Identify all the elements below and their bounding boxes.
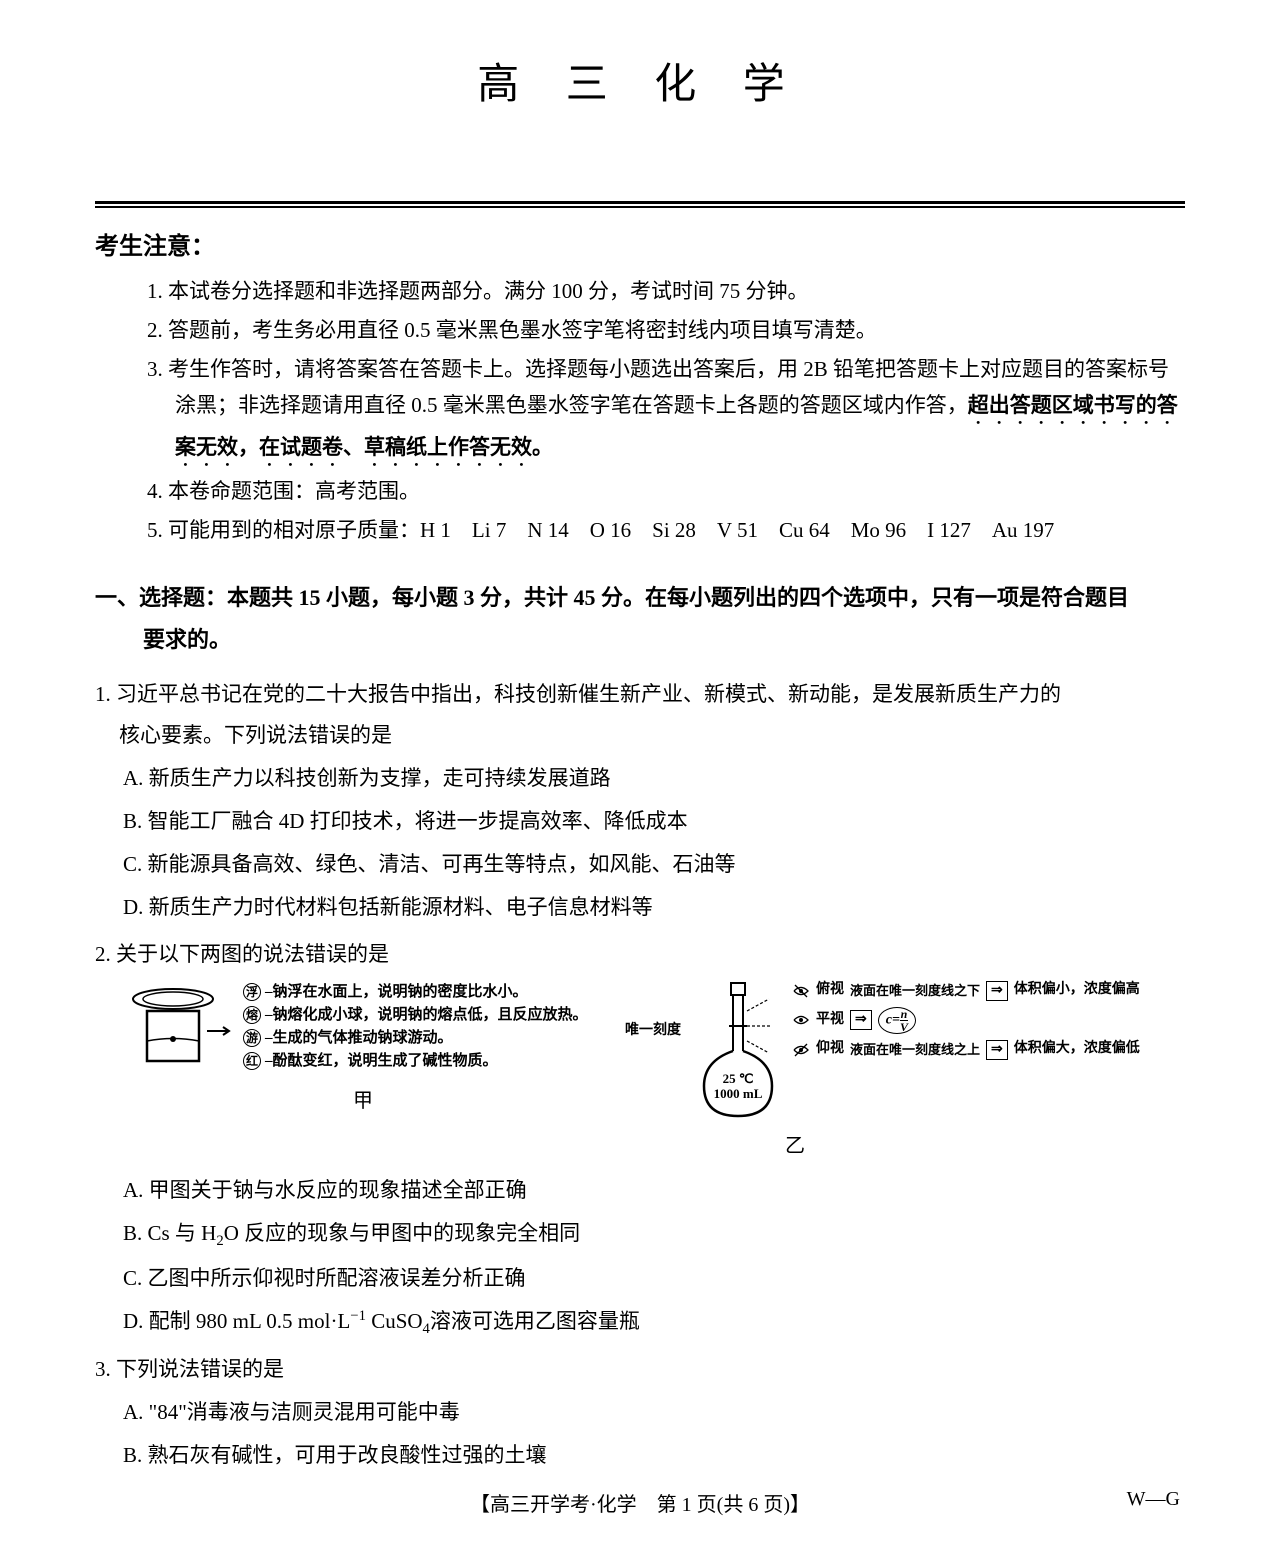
diagram-label: 甲: [123, 1082, 603, 1121]
notice-text: ，: [238, 435, 259, 459]
diagram-text: –钠熔化成小球，说明钠的熔点低，且反应放热。: [265, 1007, 588, 1023]
q-stem: 1. 习近平总书记在党的二十大报告中指出，科技创新催生新产业、新模式、新动能，是…: [95, 674, 1185, 715]
circle-label: 熔: [243, 1006, 261, 1024]
circle-label: 游: [243, 1029, 261, 1047]
notice-list: 1. 本试卷分选择题和非选择题两部分。满分 100 分，考试时间 75 分钟。 …: [95, 273, 1185, 549]
notice-item: 3. 考生作答时，请将答案答在答题卡上。选择题每小题选出答案后，用 2B 铅笔把…: [147, 351, 1185, 472]
question-3: 3. 下列说法错误的是 A. "84"消毒液与洁厕灵混用可能中毒 B. 熟石灰有…: [95, 1349, 1185, 1476]
svg-text:25 ℃: 25 ℃: [723, 1071, 754, 1086]
diagram-text: 唯一刻度: [625, 981, 681, 1041]
circle-label: 红: [243, 1052, 261, 1070]
notice-heading: 考生注意：: [95, 226, 1185, 261]
beaker-icon: [123, 981, 233, 1076]
option-a: A. "84"消毒液与洁厕灵混用可能中毒: [95, 1392, 1185, 1433]
option-a: A. 甲图关于钠与水反应的现象描述全部正确: [95, 1170, 1185, 1211]
option-a: A. 新质生产力以科技创新为支撑，走可持续发展道路: [95, 758, 1185, 799]
option-c: C. 乙图中所示仰视时所配溶液误差分析正确: [95, 1258, 1185, 1299]
diagram-label: 乙: [625, 1127, 1185, 1166]
eye-icon: [792, 982, 810, 1000]
page-title: 高 三 化 学: [95, 50, 1185, 111]
diagram-text: 仰视: [816, 1040, 844, 1059]
diagram-text: 体积偏大，浓度偏低: [1014, 1040, 1140, 1059]
option-b: B. Cs 与 H2O 反应的现象与甲图中的现象完全相同: [95, 1213, 1185, 1256]
option-d: D. 配制 980 mL 0.5 mol·L−1 CuSO4溶液可选用乙图容量瓶: [95, 1301, 1185, 1344]
notice-item: 1. 本试卷分选择题和非选择题两部分。满分 100 分，考试时间 75 分钟。: [147, 273, 1185, 310]
diagram-right: 唯一刻度 25 ℃ 1000 mL: [625, 981, 1185, 1121]
diagram-left: 浮–钠浮在水面上，说明钠的密度比水小。 熔–钠熔化成小球，说明钠的熔点低，且反应…: [123, 981, 603, 1076]
eye-icon: [792, 1041, 810, 1059]
eye-icon: [792, 1011, 810, 1029]
page-footer: 【高三开学考·化学 第 1 页(共 6 页)】 W—G: [0, 1488, 1280, 1517]
q-stem: 核心要素。下列说法错误的是: [95, 715, 1185, 756]
option-b: B. 熟石灰有碱性，可用于改良酸性过强的土壤: [95, 1435, 1185, 1476]
option-c: C. 新能源具备高效、绿色、清洁、可再生等特点，如风能、石油等: [95, 844, 1185, 885]
notice-text: 。: [532, 435, 553, 459]
diagram-text: –钠浮在水面上，说明钠的密度比水小。: [265, 984, 528, 1000]
diagram-text: –酚酞变红，说明生成了碱性物质。: [265, 1053, 498, 1069]
diagram-text: 液面在唯一刻度线之下: [850, 982, 980, 1000]
emphasis-text: 在试题卷、草稿纸上作答无效: [259, 435, 532, 459]
diagram-text: 俯视: [816, 981, 844, 1000]
question-2: 2. 关于以下两图的说法错误的是 浮–钠浮在水面上，说明钠的密度比水小。 熔–钠…: [95, 934, 1185, 1344]
diagram-text: 液面在唯一刻度线之上: [850, 1041, 980, 1059]
question-1: 1. 习近平总书记在党的二十大报告中指出，科技创新催生新产业、新模式、新动能，是…: [95, 674, 1185, 928]
footer-right: W—G: [1060, 1488, 1180, 1517]
q-stem: 3. 下列说法错误的是: [95, 1349, 1185, 1390]
arrow-icon: ⇒: [986, 1040, 1008, 1060]
diagram-text: 体积偏小，浓度偏高: [1014, 981, 1140, 1000]
arrow-icon: ⇒: [986, 981, 1008, 1001]
svg-text:1000 mL: 1000 mL: [714, 1086, 763, 1101]
option-d: D. 新质生产力时代材料包括新能源材料、电子信息材料等: [95, 887, 1185, 928]
arrow-icon: ⇒: [850, 1010, 872, 1030]
diagram-text: 平视: [816, 1011, 844, 1030]
notice-item: 5. 可能用到的相对原子质量：H 1 Li 7 N 14 O 16 Si 28 …: [147, 512, 1185, 549]
q-stem: 2. 关于以下两图的说法错误的是: [95, 934, 1185, 975]
section-heading: 一、选择题：本题共 15 小题，每小题 3 分，共计 45 分。在每小题列出的四…: [95, 577, 1185, 661]
formula: c= n V: [878, 1007, 916, 1034]
notice-item: 4. 本卷命题范围：高考范围。: [147, 473, 1185, 510]
diagram-row: 浮–钠浮在水面上，说明钠的密度比水小。 熔–钠熔化成小球，说明钠的熔点低，且反应…: [123, 981, 1185, 1166]
option-b: B. 智能工厂融合 4D 打印技术，将进一步提高效率、降低成本: [95, 801, 1185, 842]
footer-center: 【高三开学考·化学 第 1 页(共 6 页)】: [220, 1488, 1060, 1517]
section-line: 要求的。: [95, 619, 1185, 661]
section-line: 一、选择题：本题共 15 小题，每小题 3 分，共计 45 分。在每小题列出的四…: [95, 585, 1129, 610]
notice-item: 2. 答题前，考生务必用直径 0.5 毫米黑色墨水签字笔将密封线内项目填写清楚。: [147, 312, 1185, 349]
divider: [95, 201, 1185, 208]
flask-icon: 25 ℃ 1000 mL: [689, 981, 784, 1121]
circle-label: 浮: [243, 983, 261, 1001]
diagram-text: –生成的气体推动钠球游动。: [265, 1030, 453, 1046]
